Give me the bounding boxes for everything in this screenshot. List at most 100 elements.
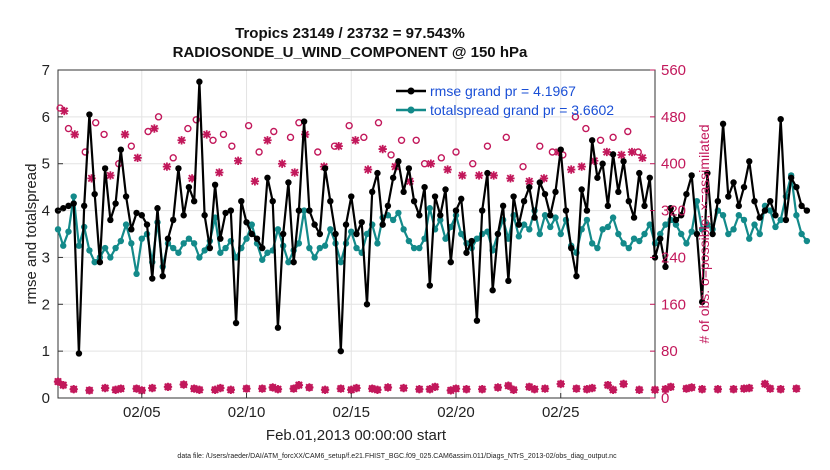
footnote-data-file: data file: /Users/raeder/DAI/ATM_forcXX/… bbox=[177, 453, 617, 460]
obs-possible-upper-marker bbox=[314, 148, 322, 156]
rmse-point bbox=[725, 193, 732, 200]
x-tick-label: 02/25 bbox=[542, 404, 580, 421]
obs-assimilated-marker bbox=[383, 383, 393, 392]
rmse-point bbox=[463, 249, 470, 256]
rmse-point bbox=[395, 158, 402, 165]
spread-point bbox=[295, 240, 303, 247]
spread-point bbox=[416, 244, 423, 252]
obs-assimilated-marker bbox=[666, 382, 675, 392]
spread-point bbox=[630, 235, 638, 242]
rmse-point bbox=[159, 272, 166, 280]
rmse-point bbox=[662, 263, 669, 270]
rmse-point bbox=[646, 174, 653, 181]
obs-assimilated-marker bbox=[446, 386, 455, 395]
y2-tick-label: 560 bbox=[661, 62, 686, 79]
rmse-point bbox=[400, 188, 407, 196]
spread-point bbox=[389, 216, 397, 224]
obs-assimilated-marker bbox=[163, 382, 173, 392]
rmse-point bbox=[91, 190, 98, 198]
spread-point bbox=[248, 221, 255, 228]
obs-assimilated-upper-marker bbox=[617, 150, 626, 160]
rmse-point bbox=[583, 207, 591, 214]
rmse-point bbox=[175, 165, 182, 172]
obs-assimilated-upper-marker bbox=[250, 177, 260, 186]
rmse-point bbox=[536, 179, 543, 186]
spread-point bbox=[641, 230, 648, 238]
spread-point bbox=[101, 244, 109, 252]
y-tick-label: 6 bbox=[42, 109, 50, 126]
rmse-point bbox=[468, 237, 475, 245]
rmse-point bbox=[348, 193, 355, 200]
obs-assimilated-marker bbox=[792, 384, 801, 393]
spread-point bbox=[594, 244, 601, 252]
spread-point bbox=[60, 242, 67, 249]
rmse-point bbox=[489, 287, 496, 294]
rmse-point bbox=[217, 235, 224, 242]
obs-possible-upper-marker bbox=[244, 121, 253, 130]
rmse-point bbox=[133, 209, 140, 217]
spread-point bbox=[374, 240, 381, 247]
obs-assimilated-marker bbox=[268, 383, 277, 392]
obs-assimilated-marker bbox=[100, 383, 110, 393]
obs-assimilated-marker bbox=[59, 380, 68, 390]
y2-tick-label: 320 bbox=[661, 203, 686, 220]
spread-point bbox=[117, 237, 125, 245]
obs-assimilated-marker bbox=[776, 385, 785, 394]
chart-title: Tropics 23149 / 23732 = 97.543% bbox=[235, 25, 465, 42]
rmse-point bbox=[274, 324, 282, 331]
spread-point bbox=[646, 221, 653, 228]
spread-point bbox=[348, 228, 355, 235]
obs-possible-upper-marker bbox=[209, 136, 217, 144]
obs-assimilated-marker bbox=[415, 385, 424, 394]
rmse-point bbox=[672, 216, 680, 224]
obs-assimilated-marker bbox=[478, 385, 487, 394]
rmse-point bbox=[630, 214, 638, 221]
rmse-point bbox=[154, 205, 161, 212]
rmse-point bbox=[730, 179, 737, 186]
obs-possible-upper-marker bbox=[596, 136, 605, 144]
rmse-point bbox=[625, 198, 633, 205]
obs-assimilated-marker bbox=[608, 385, 618, 394]
obs-possible-upper-marker bbox=[56, 104, 64, 112]
spread-point bbox=[201, 247, 208, 254]
spread-point bbox=[767, 207, 774, 214]
spread-point bbox=[740, 216, 748, 224]
spread-point bbox=[620, 240, 627, 247]
spread-point bbox=[677, 230, 685, 238]
obs-assimilated-upper-marker bbox=[525, 177, 534, 186]
spread-point bbox=[756, 230, 763, 238]
rmse-point bbox=[599, 160, 606, 167]
obs-possible-upper-marker bbox=[469, 160, 477, 168]
y-tick-label: 7 bbox=[42, 62, 50, 79]
y-tick-label: 5 bbox=[42, 156, 50, 173]
obs-assimilated-marker bbox=[572, 384, 581, 393]
rmse-point bbox=[306, 207, 313, 214]
spread-point bbox=[128, 240, 135, 247]
obs-assimilated-upper-marker bbox=[70, 130, 79, 139]
y-tick-label: 0 bbox=[42, 390, 50, 407]
rmse-point bbox=[185, 183, 193, 191]
spread-point bbox=[552, 214, 559, 221]
obs-assimilated-marker bbox=[258, 384, 267, 393]
rmse-point bbox=[107, 216, 114, 224]
spread-point bbox=[190, 240, 198, 247]
obs-assimilated-marker bbox=[745, 383, 754, 393]
rmse-point bbox=[353, 230, 360, 238]
rmse-point bbox=[75, 350, 83, 357]
spread-point bbox=[604, 223, 612, 231]
obs-assimilated-marker bbox=[189, 384, 199, 393]
obs-assimilated-upper-marker bbox=[87, 174, 96, 183]
rmse-point bbox=[264, 174, 271, 181]
spread-point bbox=[458, 230, 465, 238]
obs-assimilated-upper-marker bbox=[638, 153, 647, 163]
obs-assimilated-marker bbox=[739, 384, 749, 393]
rmse-point bbox=[746, 158, 753, 165]
spread-point bbox=[86, 247, 93, 254]
rmse-point bbox=[609, 151, 617, 158]
obs-assimilated-upper-marker bbox=[378, 144, 387, 154]
obs-assimilated-upper-marker bbox=[150, 124, 159, 133]
spread-point bbox=[693, 198, 701, 205]
spread-point bbox=[400, 226, 407, 233]
obs-assimilated-upper-marker bbox=[187, 174, 197, 183]
rmse-point bbox=[735, 202, 742, 210]
